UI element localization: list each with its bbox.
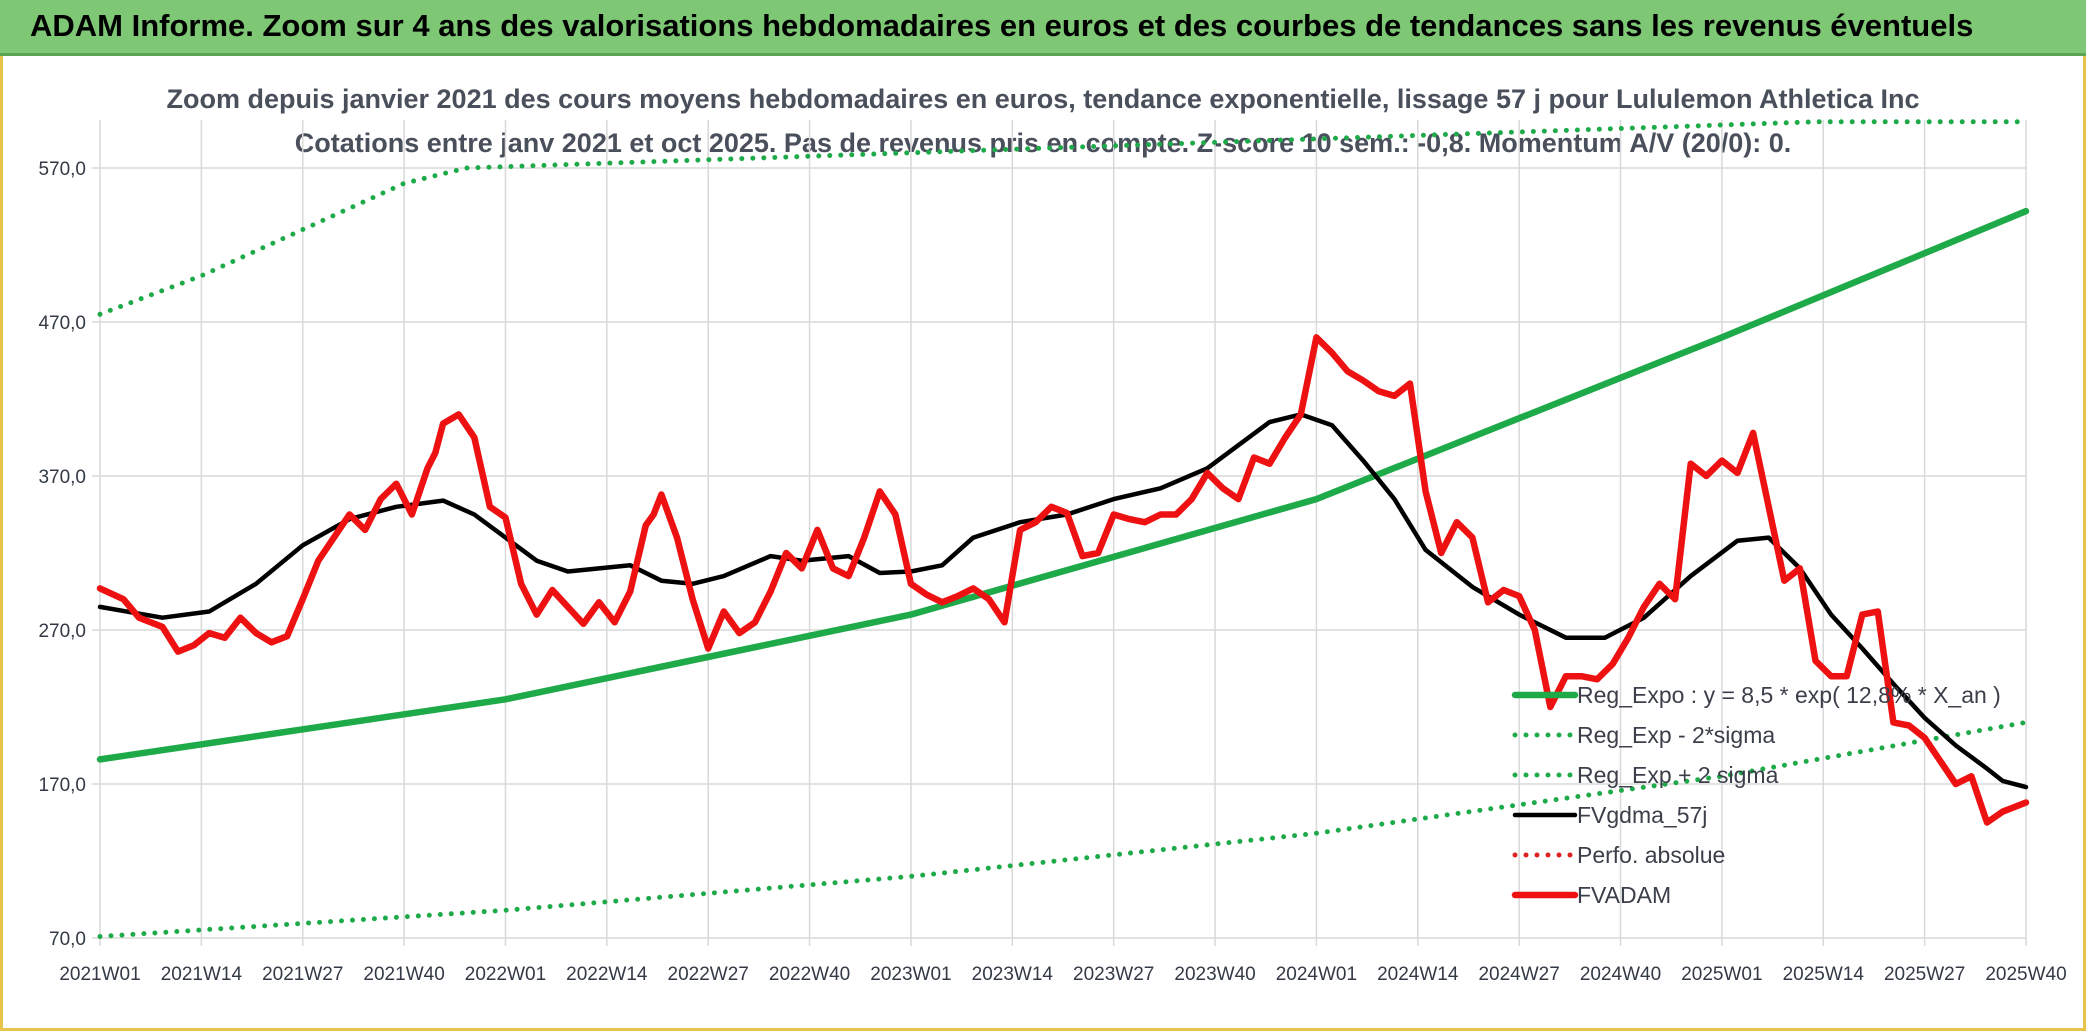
banner-title: ADAM Informe. Zoom sur 4 ans des valoris…: [30, 8, 1974, 43]
x-tick-label: 2024W27: [1478, 964, 1559, 985]
y-tick-label: 470,0: [38, 313, 86, 334]
x-tick-label: 2022W27: [668, 964, 749, 985]
x-tick-label: 2024W14: [1377, 964, 1459, 985]
legend-label: Reg_Expo : y = 8,5 * exp( 12,8% * X_an ): [1577, 682, 2001, 708]
series-line-2: [97, 119, 2029, 317]
y-tick-label: 270,0: [38, 621, 86, 642]
chart-title: Zoom depuis janvier 2021 des cours moyen…: [166, 84, 1919, 114]
x-tick-label: 2022W01: [465, 964, 546, 985]
y-tick-label: 370,0: [38, 467, 86, 488]
x-tick-label: 2022W40: [769, 964, 850, 985]
x-tick-label: 2023W27: [1073, 964, 1154, 985]
y-tick-label: 70,0: [49, 929, 86, 950]
series-line-1: [97, 719, 2029, 939]
x-tick-label: 2025W01: [1681, 964, 1762, 985]
series-line-5: [96, 334, 2030, 826]
x-tick-label: 2025W14: [1783, 964, 1865, 985]
legend-label: Perfo. absolue: [1577, 842, 1725, 868]
x-tick-label: 2024W01: [1276, 964, 1357, 985]
series-line-0: [96, 207, 2030, 763]
x-tick-label: 2023W14: [972, 964, 1054, 985]
x-tick-label: 2021W27: [262, 964, 343, 985]
axis-labels: 70,0 170,0 270,0 370,0 470,0 570,0 2021W01 2021…: [38, 159, 2066, 985]
chart-subtitle: Cotations entre janv 2021 et oct 2025. P…: [295, 128, 1792, 158]
y-tick-label: 170,0: [38, 775, 86, 796]
x-tick-label: 2025W27: [1884, 964, 1965, 985]
x-tick-label: 2024W40: [1580, 964, 1661, 985]
x-tick-label: 2021W14: [161, 964, 243, 985]
legend: Reg_Expo : y = 8,5 * exp( 12,8% * X_an )…: [1511, 682, 2001, 908]
series-group: [96, 119, 2030, 939]
x-tick-label: 2021W01: [59, 964, 140, 985]
legend-label: FVgdma_57j: [1577, 802, 1707, 828]
report-banner: ADAM Informe. Zoom sur 4 ans des valoris…: [0, 0, 2086, 56]
legend-label: FVADAM: [1577, 882, 1671, 908]
x-tick-label: 2022W14: [566, 964, 648, 985]
x-tick-label: 2025W40: [1985, 964, 2066, 985]
x-tick-label: 2023W01: [870, 964, 951, 985]
legend-label: Reg_Exp - 2*sigma: [1577, 722, 1775, 748]
y-tick-label: 570,0: [38, 159, 86, 180]
x-tick-label: 2023W40: [1174, 964, 1255, 985]
legend-label: Reg_Exp + 2 sigma: [1577, 762, 1779, 788]
x-tick-label: 2021W40: [363, 964, 444, 985]
gridlines: [92, 120, 2027, 946]
